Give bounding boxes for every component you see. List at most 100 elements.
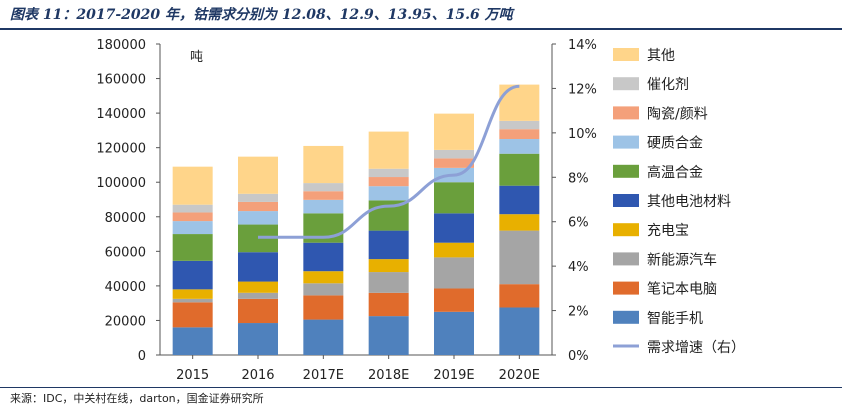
growth-line [258, 84, 520, 239]
legend-swatch [613, 252, 639, 266]
y-tick-label: 120000 [96, 142, 146, 157]
bar-segment [238, 252, 278, 282]
y-tick-label: 140000 [96, 107, 146, 122]
legend-label: 陶瓷/颜料 [647, 106, 708, 122]
legend-swatch [613, 48, 639, 61]
y-tick-label: 0 [138, 349, 146, 364]
legend-label: 硬质合金 [647, 136, 703, 152]
bar-segment [172, 234, 213, 261]
legend-label: 新能源汽车 [647, 251, 717, 268]
y2-tick-label: 6% [568, 216, 589, 231]
bar-segment [303, 199, 344, 214]
legend-swatch [613, 164, 639, 178]
x-tick-label: 2016 [241, 368, 274, 383]
bar-segment [434, 182, 474, 214]
source-note: 来源：IDC，中关村在线，darton，国金证券研究所 [10, 392, 264, 405]
bar-segment [238, 201, 278, 212]
bar-segment [434, 213, 474, 243]
bar-segment [434, 257, 474, 289]
bar-segment [303, 191, 344, 200]
bar-segment [172, 327, 213, 355]
bar-segment [499, 84, 540, 121]
bar-segment [499, 214, 540, 231]
bar-segment [368, 259, 409, 273]
bar-segment [238, 292, 278, 299]
legend-swatch [613, 194, 639, 207]
source-rule [0, 387, 842, 388]
bar-segment [368, 272, 409, 293]
legend-label: 其他电池材料 [647, 194, 731, 210]
legend-label: 其他 [647, 48, 675, 64]
bar-segment [499, 120, 540, 130]
y2-tick-label: 12% [568, 82, 597, 97]
bar-segment [499, 185, 540, 215]
y-tick-label: 20000 [105, 314, 146, 329]
bar-segment [303, 271, 344, 284]
bar-segment [368, 177, 409, 187]
x-tick-label: 2020E [499, 368, 540, 383]
bar-segment [303, 319, 344, 355]
bar-segment [368, 230, 409, 260]
legend-swatch [613, 223, 639, 237]
bar-segment [434, 242, 474, 258]
bar-segment [238, 156, 278, 194]
y2-tick-label: 14% [568, 38, 597, 53]
legend-label: 智能手机 [647, 311, 703, 327]
x-tick-label: 2015 [176, 368, 209, 383]
y-tick-label: 180000 [96, 38, 146, 53]
y-tick-label: 60000 [105, 245, 146, 260]
bar-segment [499, 139, 540, 154]
legend-swatch [613, 281, 639, 295]
x-tick-label: 2018E [368, 368, 409, 383]
bar-segment [238, 281, 278, 293]
bar-segment [499, 129, 540, 140]
bar-segment [368, 168, 409, 178]
title-rule [0, 28, 842, 30]
bar-segment [172, 221, 213, 235]
bar-segment [303, 183, 344, 192]
bar-segment [172, 260, 213, 290]
bar-segment [368, 292, 409, 317]
bar-segment [172, 166, 213, 205]
bar-segment [238, 193, 278, 202]
y-unit-label: 吨 [190, 50, 203, 65]
y2-tick-label: 2% [568, 305, 589, 320]
bar-segment [499, 307, 540, 355]
y-tick-label: 40000 [105, 280, 146, 295]
bar-segment [368, 316, 409, 355]
bar-segment [499, 284, 540, 308]
bar-segment [303, 242, 344, 272]
bar-segment [172, 204, 213, 213]
y2-tick-label: 4% [568, 260, 589, 275]
y2-tick-label: 0% [568, 349, 589, 364]
legend-label: 催化剂 [647, 77, 689, 93]
legend-label: 需求增速（右） [647, 340, 745, 356]
y-tick-label: 160000 [96, 73, 146, 88]
bar-segment [238, 298, 278, 324]
legend-swatch [613, 310, 639, 324]
bar-segment [499, 230, 540, 285]
y-tick-label: 100000 [96, 176, 146, 191]
bar-segment [368, 186, 409, 201]
bar-segment [434, 311, 474, 355]
bar-segment [303, 283, 344, 296]
bar-segment [434, 113, 474, 150]
bar-segment [172, 289, 213, 299]
x-tick-label: 2017E [303, 368, 344, 383]
legend-label: 充电宝 [647, 223, 689, 239]
bar-segment [172, 212, 213, 222]
bar-segment [172, 298, 213, 303]
legend-label: 笔记本电脑 [647, 282, 717, 298]
legend-swatch [613, 135, 639, 149]
bar-segment [434, 149, 474, 159]
bar-segment [303, 145, 344, 184]
bar-segment [238, 211, 278, 225]
bar-segment [238, 323, 278, 355]
bar-segment [434, 288, 474, 312]
figure-title: 图表 11：2017-2020 年，钴需求分别为 12.08、12.9、13.9… [10, 7, 513, 23]
legend-swatch [613, 77, 639, 91]
y2-tick-label: 10% [568, 127, 597, 142]
bar-segment [499, 153, 540, 186]
bar-segment [434, 158, 474, 168]
